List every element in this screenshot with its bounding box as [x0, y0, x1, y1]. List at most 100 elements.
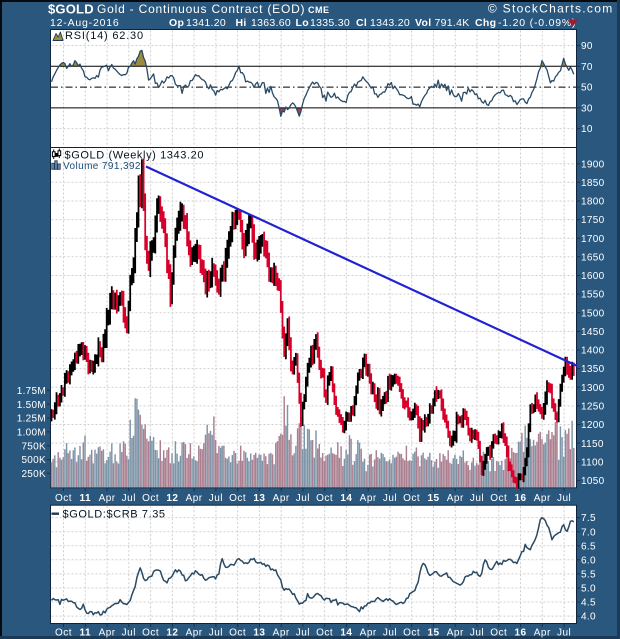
svg-text:7.5: 7.5 [581, 513, 596, 524]
svg-text:7.0: 7.0 [581, 527, 596, 538]
svg-text:Jul: Jul [470, 628, 484, 639]
svg-text:Volume 791,392: Volume 791,392 [63, 161, 141, 172]
svg-text:11: 11 [80, 628, 92, 639]
svg-text:1363.60: 1363.60 [251, 17, 291, 29]
svg-text:1250: 1250 [581, 402, 605, 413]
svg-text:1550: 1550 [581, 290, 605, 301]
svg-text:Hi: Hi [236, 17, 247, 29]
svg-text:10: 10 [581, 124, 593, 135]
svg-text:Jul: Jul [383, 628, 397, 639]
svg-text:1050: 1050 [581, 476, 605, 487]
svg-text:1335.30: 1335.30 [310, 17, 350, 29]
svg-text:1.75M: 1.75M [17, 386, 46, 397]
svg-text:Lo: Lo [296, 17, 309, 29]
svg-text:Oct: Oct [55, 493, 72, 504]
svg-text:12: 12 [166, 628, 178, 639]
svg-text:Jul: Jul [470, 493, 484, 504]
svg-text:4.5: 4.5 [581, 598, 596, 609]
svg-text:1.50M: 1.50M [17, 400, 46, 411]
svg-text:50: 50 [581, 83, 593, 94]
svg-text:Oct: Oct [229, 628, 246, 639]
svg-text:4.0: 4.0 [581, 612, 596, 623]
svg-text:1900: 1900 [581, 159, 605, 170]
svg-text:791.4K: 791.4K [435, 17, 470, 29]
svg-text:15: 15 [427, 493, 439, 504]
svg-text:Apr: Apr [534, 628, 551, 639]
svg-text:Oct: Oct [229, 493, 246, 504]
svg-text:Jul: Jul [296, 628, 310, 639]
svg-text:Gold - Continuous Contract (EO: Gold - Continuous Contract (EOD) [97, 2, 305, 16]
svg-text:Apr: Apr [360, 493, 377, 504]
svg-text:Oct: Oct [55, 628, 72, 639]
svg-text:Chg: Chg [475, 17, 496, 29]
svg-text:750K: 750K [21, 441, 46, 452]
svg-text:13: 13 [253, 628, 265, 639]
svg-text:12: 12 [166, 493, 178, 504]
svg-text:6.5: 6.5 [581, 541, 596, 552]
svg-text:1700: 1700 [581, 234, 605, 245]
svg-text:1400: 1400 [581, 346, 605, 357]
svg-text:11: 11 [80, 493, 92, 504]
svg-text:RSI(14) 62.30: RSI(14) 62.30 [65, 30, 144, 42]
svg-text:1341.20: 1341.20 [186, 17, 226, 29]
svg-text:Apr: Apr [273, 493, 290, 504]
svg-text:Jul: Jul [557, 628, 571, 639]
svg-text:Apr: Apr [360, 628, 377, 639]
svg-text:$GOLD: $GOLD [48, 2, 94, 17]
svg-text:CME: CME [308, 5, 330, 15]
svg-text:Oct: Oct [490, 493, 507, 504]
svg-text:1600: 1600 [581, 271, 605, 282]
svg-text:Oct: Oct [403, 628, 420, 639]
svg-text:Oct: Oct [316, 493, 333, 504]
svg-text:Cl: Cl [356, 17, 367, 29]
svg-text:Jul: Jul [209, 628, 223, 639]
svg-text:Vol: Vol [415, 17, 431, 29]
svg-text:1800: 1800 [581, 197, 605, 208]
svg-text:Jul: Jul [557, 493, 571, 504]
svg-text:70: 70 [581, 62, 593, 73]
svg-text:1750: 1750 [581, 215, 605, 226]
svg-text:1200: 1200 [581, 420, 605, 431]
svg-text:14: 14 [340, 493, 352, 504]
svg-text:1150: 1150 [581, 439, 604, 450]
svg-text:1650: 1650 [581, 252, 605, 263]
svg-text:Oct: Oct [490, 628, 507, 639]
svg-text:500K: 500K [21, 455, 46, 466]
svg-text:$GOLD:$CRB 7.35: $GOLD:$CRB 7.35 [63, 509, 166, 521]
svg-text:1500: 1500 [581, 308, 605, 319]
svg-text:15: 15 [427, 628, 439, 639]
svg-text:1343.20: 1343.20 [370, 17, 410, 29]
svg-text:5.0: 5.0 [581, 584, 596, 595]
svg-text:Oct: Oct [142, 628, 159, 639]
svg-text:5.5: 5.5 [581, 570, 596, 581]
svg-text:12-Aug-2016: 12-Aug-2016 [50, 17, 120, 29]
svg-text:© StockCharts.com: © StockCharts.com [488, 2, 614, 16]
svg-text:Jul: Jul [383, 493, 397, 504]
svg-text:Jul: Jul [122, 493, 136, 504]
svg-text:13: 13 [253, 493, 265, 504]
svg-text:Apr: Apr [273, 628, 290, 639]
svg-text:6.0: 6.0 [581, 555, 596, 566]
svg-text:90: 90 [581, 41, 593, 52]
svg-text:1450: 1450 [581, 327, 605, 338]
svg-text:Oct: Oct [142, 493, 159, 504]
svg-text:1350: 1350 [581, 364, 605, 375]
svg-text:250K: 250K [21, 469, 46, 480]
svg-text:1.00M: 1.00M [17, 428, 46, 439]
svg-text:1.25M: 1.25M [17, 414, 46, 425]
svg-text:Jul: Jul [296, 493, 310, 504]
svg-text:Apr: Apr [186, 493, 203, 504]
svg-text:1850: 1850 [581, 178, 605, 189]
svg-text:30: 30 [581, 103, 593, 114]
svg-text:16: 16 [514, 493, 526, 504]
svg-text:Jul: Jul [209, 493, 223, 504]
svg-text:1100: 1100 [581, 457, 604, 468]
svg-text:Apr: Apr [447, 493, 464, 504]
svg-text:-1.20 (-0.09%): -1.20 (-0.09%) [498, 17, 576, 29]
svg-text:Oct: Oct [403, 493, 420, 504]
svg-text:Apr: Apr [447, 628, 464, 639]
svg-text:$GOLD (Weekly) 1343.20: $GOLD (Weekly) 1343.20 [65, 150, 205, 162]
svg-text:Oct: Oct [316, 628, 333, 639]
svg-text:Apr: Apr [99, 493, 116, 504]
svg-text:Op: Op [169, 17, 184, 29]
